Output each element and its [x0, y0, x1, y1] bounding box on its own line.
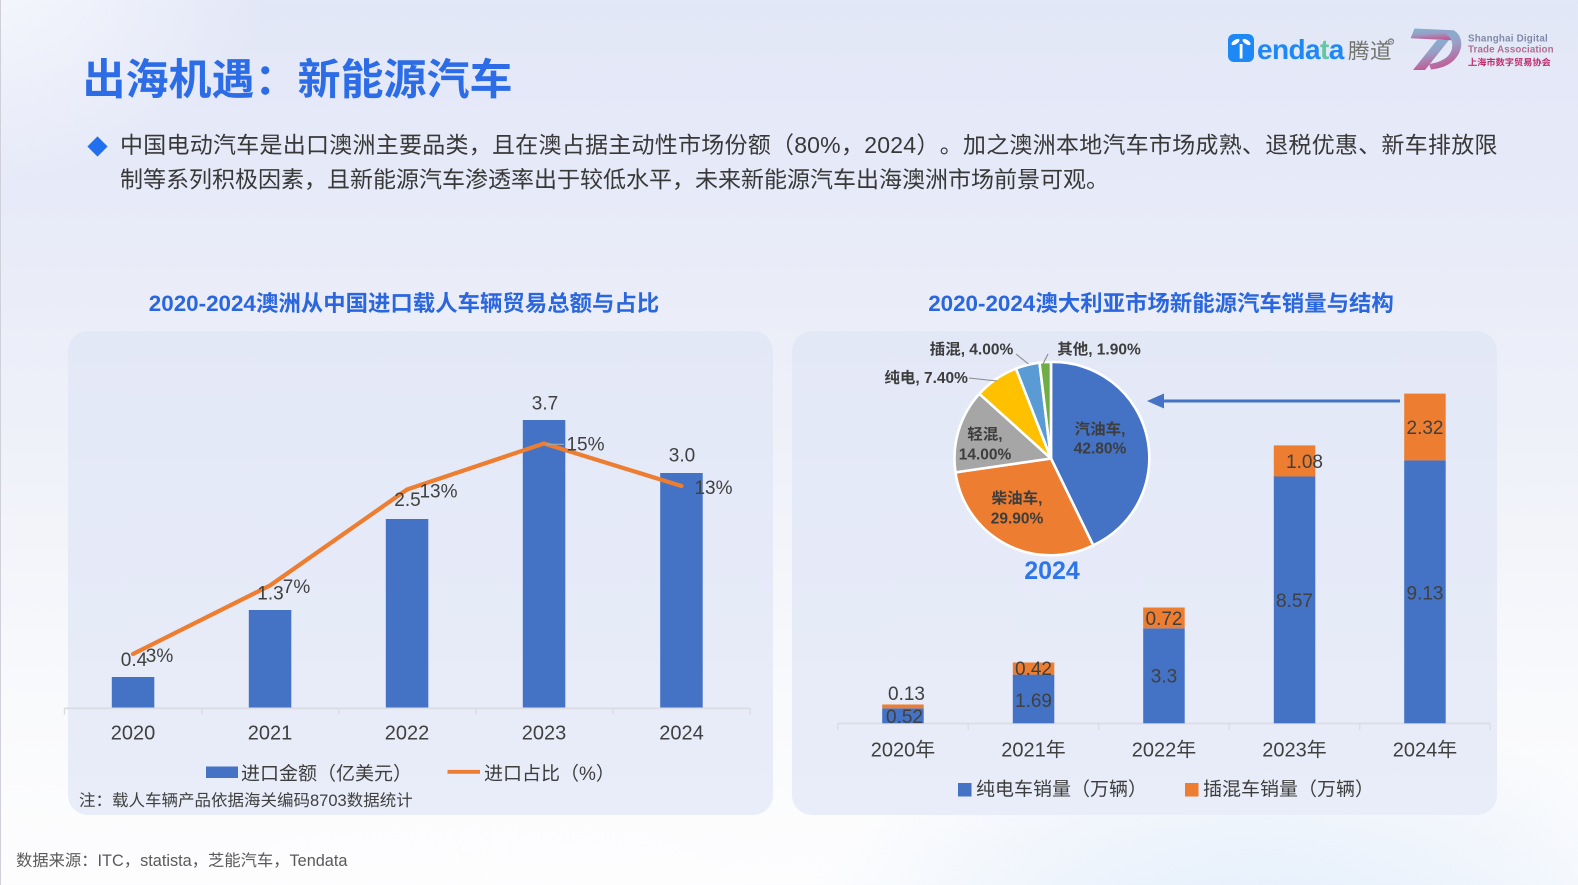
svg-text:42.80%: 42.80% [1074, 441, 1127, 458]
svg-text:Tendata: Tendata [290, 852, 349, 870]
svg-text:0.4: 0.4 [121, 650, 148, 671]
svg-text:statista: statista [140, 852, 193, 870]
svg-text:13%: 13% [694, 478, 732, 499]
svg-text:2020-2024: 2020-2024 [149, 291, 257, 316]
svg-text:2024: 2024 [659, 723, 704, 745]
svg-text:1.3: 1.3 [257, 584, 283, 605]
svg-text:29.90%: 29.90% [991, 511, 1044, 528]
svg-text:2020-2024: 2020-2024 [928, 291, 1036, 316]
svg-text:t: t [1320, 34, 1329, 65]
svg-text:3.3: 3.3 [1151, 667, 1177, 688]
svg-text:enda: enda [1257, 34, 1321, 65]
svg-text:0.13: 0.13 [888, 684, 925, 705]
svg-text:3.0: 3.0 [669, 446, 695, 467]
svg-text:2022: 2022 [385, 723, 430, 745]
svg-text:15%: 15% [566, 435, 604, 456]
svg-text:a: a [1329, 34, 1345, 65]
svg-text:R: R [1389, 40, 1393, 46]
svg-text:14.00%: 14.00% [959, 447, 1012, 464]
svg-text:2023: 2023 [1262, 740, 1307, 762]
svg-text:0.52: 0.52 [886, 707, 923, 728]
svg-text:2021: 2021 [1001, 740, 1046, 762]
svg-text:2020: 2020 [111, 723, 156, 745]
svg-text:1.69: 1.69 [1015, 691, 1052, 712]
svg-text:2021: 2021 [248, 723, 293, 745]
svg-text:2.5: 2.5 [394, 490, 420, 511]
svg-text:3.7: 3.7 [532, 394, 558, 415]
svg-text:9.13: 9.13 [1407, 584, 1444, 605]
svg-text:2024: 2024 [1393, 740, 1438, 762]
svg-text:Shanghai Digital: Shanghai Digital [1468, 34, 1548, 45]
svg-text:, 4.00%: , 4.00% [961, 342, 1014, 359]
svg-text:, 7.40%: , 7.40% [915, 370, 968, 387]
svg-text:13%: 13% [419, 482, 457, 503]
svg-text:%: % [579, 764, 596, 785]
svg-text:0.42: 0.42 [1015, 659, 1052, 680]
svg-text:,: , [1038, 491, 1042, 508]
svg-text:2024: 2024 [864, 132, 916, 158]
svg-text:Trade Association: Trade Association [1468, 45, 1554, 56]
svg-text:2023: 2023 [522, 723, 567, 745]
svg-text:, 1.90%: , 1.90% [1088, 342, 1141, 359]
svg-text:80%: 80% [794, 132, 841, 158]
svg-text:,: , [998, 427, 1002, 444]
svg-text:2022: 2022 [1132, 740, 1177, 762]
svg-text:3%: 3% [146, 646, 174, 667]
svg-text:,: , [1121, 422, 1125, 439]
svg-text:ITC: ITC [98, 852, 124, 870]
svg-text:8.57: 8.57 [1276, 591, 1313, 612]
svg-text:2020: 2020 [871, 740, 916, 762]
svg-text:2024: 2024 [1024, 557, 1080, 585]
svg-text:0.72: 0.72 [1146, 609, 1183, 630]
svg-text:2.32: 2.32 [1407, 418, 1444, 439]
svg-text:8703: 8703 [310, 792, 347, 810]
svg-text:7%: 7% [283, 577, 311, 598]
svg-text:1.08: 1.08 [1286, 452, 1323, 473]
